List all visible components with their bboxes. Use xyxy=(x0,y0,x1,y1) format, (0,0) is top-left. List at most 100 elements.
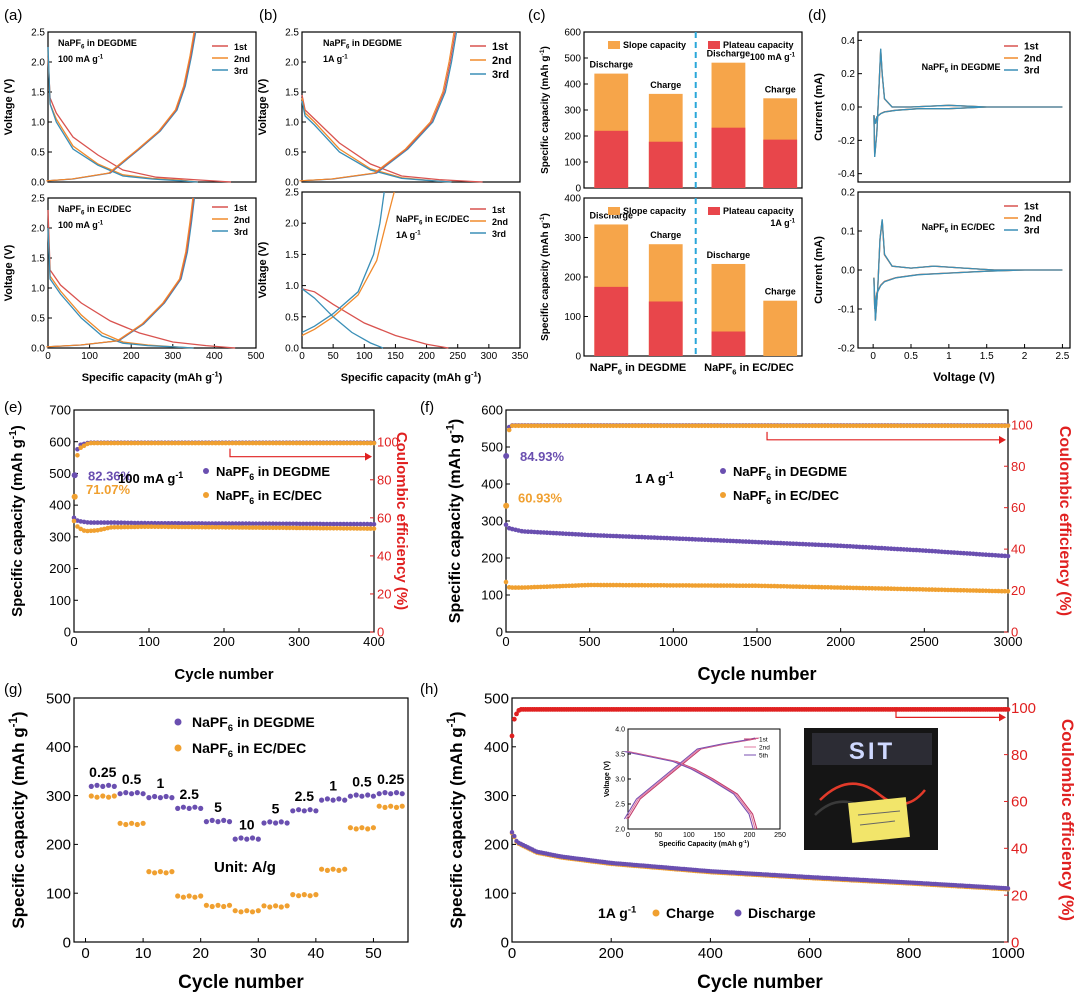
capacity-point-ecdec-f xyxy=(819,584,824,590)
curve-b_top-3rd-discharge xyxy=(301,100,452,183)
ce-point-ecdec-f xyxy=(923,423,929,429)
ce-point-ecdec-f xyxy=(506,427,512,433)
rate-label: 2.5 xyxy=(179,786,199,802)
capacity-point-degdme-e xyxy=(122,520,127,526)
rate-point-ecdec xyxy=(238,909,244,915)
rate-point-ecdec xyxy=(232,908,238,914)
capacity-point-degdme-e xyxy=(220,521,225,526)
capacity-point-ecdec-e xyxy=(230,525,235,530)
legend-d_bot-label: 1st xyxy=(1024,202,1039,213)
ce-point-ecdec-e xyxy=(365,440,370,446)
capacity-point-ecdec-f xyxy=(939,587,944,593)
rate-point-ecdec xyxy=(342,866,348,872)
capacity-point-ecdec-f xyxy=(671,583,676,588)
ce-point-ecdec-f xyxy=(806,423,812,429)
capacity-point-ecdec-f xyxy=(636,582,641,588)
capacity-point-ecdec-e xyxy=(365,526,370,531)
capacity-point-ecdec-f xyxy=(847,585,853,591)
capacity-point-ecdec-f xyxy=(693,583,698,588)
xaxis-b_bot-tick-label: 350 xyxy=(512,351,529,362)
rate-point-ecdec xyxy=(376,803,382,809)
capacity-point-ecdec-f xyxy=(566,583,572,589)
xaxis-g-tick-label: 0 xyxy=(81,945,89,962)
capacity-point-ecdec-e xyxy=(297,525,303,531)
capacity-point-degdme-f xyxy=(828,543,834,548)
capacity-point-degdme-e xyxy=(189,521,195,526)
ce-point-ecdec-f xyxy=(879,423,884,429)
capacity-point-ecdec-e xyxy=(240,525,245,530)
capacity-point-degdme-f xyxy=(702,537,708,543)
ce-point-ecdec-f xyxy=(1002,423,1008,429)
ce-point-ecdec-e xyxy=(186,440,191,446)
capacity-point-ecdec-f xyxy=(762,583,768,589)
capacity-point-ecdec-e xyxy=(166,524,171,530)
ce-point-ecdec-f xyxy=(554,423,559,429)
ce-point-ecdec-f xyxy=(768,423,774,429)
ce-point-ecdec-f xyxy=(680,423,686,429)
bar-plateau-c_top-0 xyxy=(594,130,629,188)
capacity-point-degdme-e xyxy=(321,521,326,527)
annotation-d_top: NaPF6​ in DEGDME xyxy=(922,62,1001,75)
capacity-point-degdme-f xyxy=(743,539,749,544)
y2axis-h-tick-label: 100 xyxy=(1011,700,1036,717)
legend-label-a_bot: 1st xyxy=(234,203,247,213)
annotation-d_bot: NaPF6​ in EC/DEC xyxy=(922,222,996,235)
capacity-point-degdme-e xyxy=(193,521,198,526)
legend-label-b_bot: 1st xyxy=(492,205,505,215)
yaxis-a_bot-tick-label: 2.5 xyxy=(31,194,45,205)
capacity-point-ecdec-e xyxy=(209,524,215,530)
ce-point-ecdec-e xyxy=(300,440,306,446)
capacity-point-degdme-e xyxy=(142,520,148,526)
capacity-point-ecdec-f xyxy=(516,585,521,590)
ce-point-ecdec-e xyxy=(135,440,141,446)
ce-point-ecdec-f xyxy=(917,423,922,429)
capacity-point-degdme-e xyxy=(179,521,185,526)
capacity-point-degdme-f xyxy=(797,541,802,547)
panel-label-h: (h) xyxy=(420,681,438,698)
capacity-point-ecdec-f xyxy=(731,583,736,588)
ce-point-ecdec-e xyxy=(236,440,242,446)
annotation-a_bot: 100 mA g-1​ xyxy=(58,219,104,230)
ce-point-h xyxy=(1005,707,1011,712)
capacity-point-ecdec-e xyxy=(115,524,121,530)
capacity-point-degdme-e xyxy=(267,521,272,526)
yaxis-d_bot-tick-label: 0.1 xyxy=(841,227,855,238)
capacity-point-degdme-f xyxy=(686,536,692,542)
rate-point-ecdec xyxy=(359,825,365,831)
inset-y-tick-label: 2.0 xyxy=(615,827,625,834)
capacity-point-degdme-e xyxy=(139,520,144,526)
capacity-point-ecdec-f xyxy=(588,582,594,588)
legend-label-slope-c_top: Slope capacity xyxy=(623,40,686,50)
yaxis-h-tick-label: 400 xyxy=(484,739,509,756)
rate-point-ecdec xyxy=(180,894,186,900)
rate-point-degdme xyxy=(209,817,215,824)
yaxis-g-tick-label: 100 xyxy=(46,885,71,902)
capacity-point-degdme-e xyxy=(284,521,289,527)
ce-point-ecdec-e xyxy=(139,440,144,446)
xaxis-g-tick-label: 50 xyxy=(365,945,382,962)
rate-point-degdme xyxy=(134,790,140,796)
capacity-point-degdme-f xyxy=(538,530,543,535)
capacity-point-degdme-e xyxy=(314,521,320,527)
ce-point-ecdec-e xyxy=(145,440,151,446)
rate-point-degdme xyxy=(180,804,186,810)
y2axis-f-tick-label: 80 xyxy=(1011,459,1025,474)
y2axis-h-tick-label: 80 xyxy=(1011,747,1028,764)
rate-point-ecdec xyxy=(146,869,152,875)
yaxis-a_top-tick-label: 2.0 xyxy=(31,58,45,69)
capacity-point-ecdec-f xyxy=(510,585,515,590)
capacity-point-ecdec-e xyxy=(179,524,185,530)
yaxis-b_bot-tick-label: 2.5 xyxy=(285,188,299,199)
curve-a_bot-1st-discharge xyxy=(47,209,236,349)
capacity-point-degdme-e xyxy=(162,521,168,526)
capacity-point-degdme-f xyxy=(759,540,764,545)
curve-a_bot-3rd-discharge xyxy=(47,227,194,349)
capacity-point-ecdec-f xyxy=(686,583,692,588)
panel-label-d: (d) xyxy=(808,7,826,24)
capacity-point-degdme-e xyxy=(209,521,215,526)
ce-point-ecdec-e xyxy=(334,440,340,446)
rate-label: 0.25 xyxy=(377,771,404,787)
rate-point-ecdec xyxy=(221,903,227,910)
yaxis-b_bot-tick-label: 1.5 xyxy=(285,250,299,261)
ce-point-ecdec-f xyxy=(759,423,764,429)
